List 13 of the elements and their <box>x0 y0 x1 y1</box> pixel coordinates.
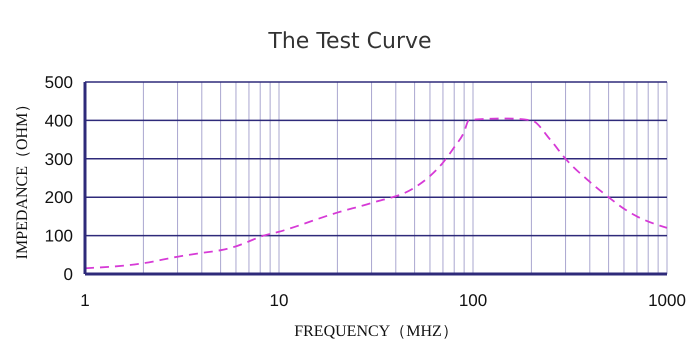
y-tick-label: 500 <box>44 73 73 92</box>
x-tick-label: 1 <box>80 291 90 310</box>
x-axis-title: FREQUENCY（MHZ） <box>294 323 458 340</box>
y-tick-label: 300 <box>44 150 73 169</box>
x-tick-label: 10 <box>270 291 288 310</box>
y-tick-label: 400 <box>44 111 73 130</box>
chart-title: The Test Curve <box>267 29 432 54</box>
y-tick-label: 0 <box>64 265 73 284</box>
y-tick-label: 100 <box>44 226 73 246</box>
y-axis-title: IMPEDANCE（OHM） <box>14 96 31 260</box>
x-tick-label: 100 <box>458 291 488 310</box>
y-tick-label: 200 <box>44 188 73 208</box>
x-tick-label: 1000 <box>648 291 686 310</box>
